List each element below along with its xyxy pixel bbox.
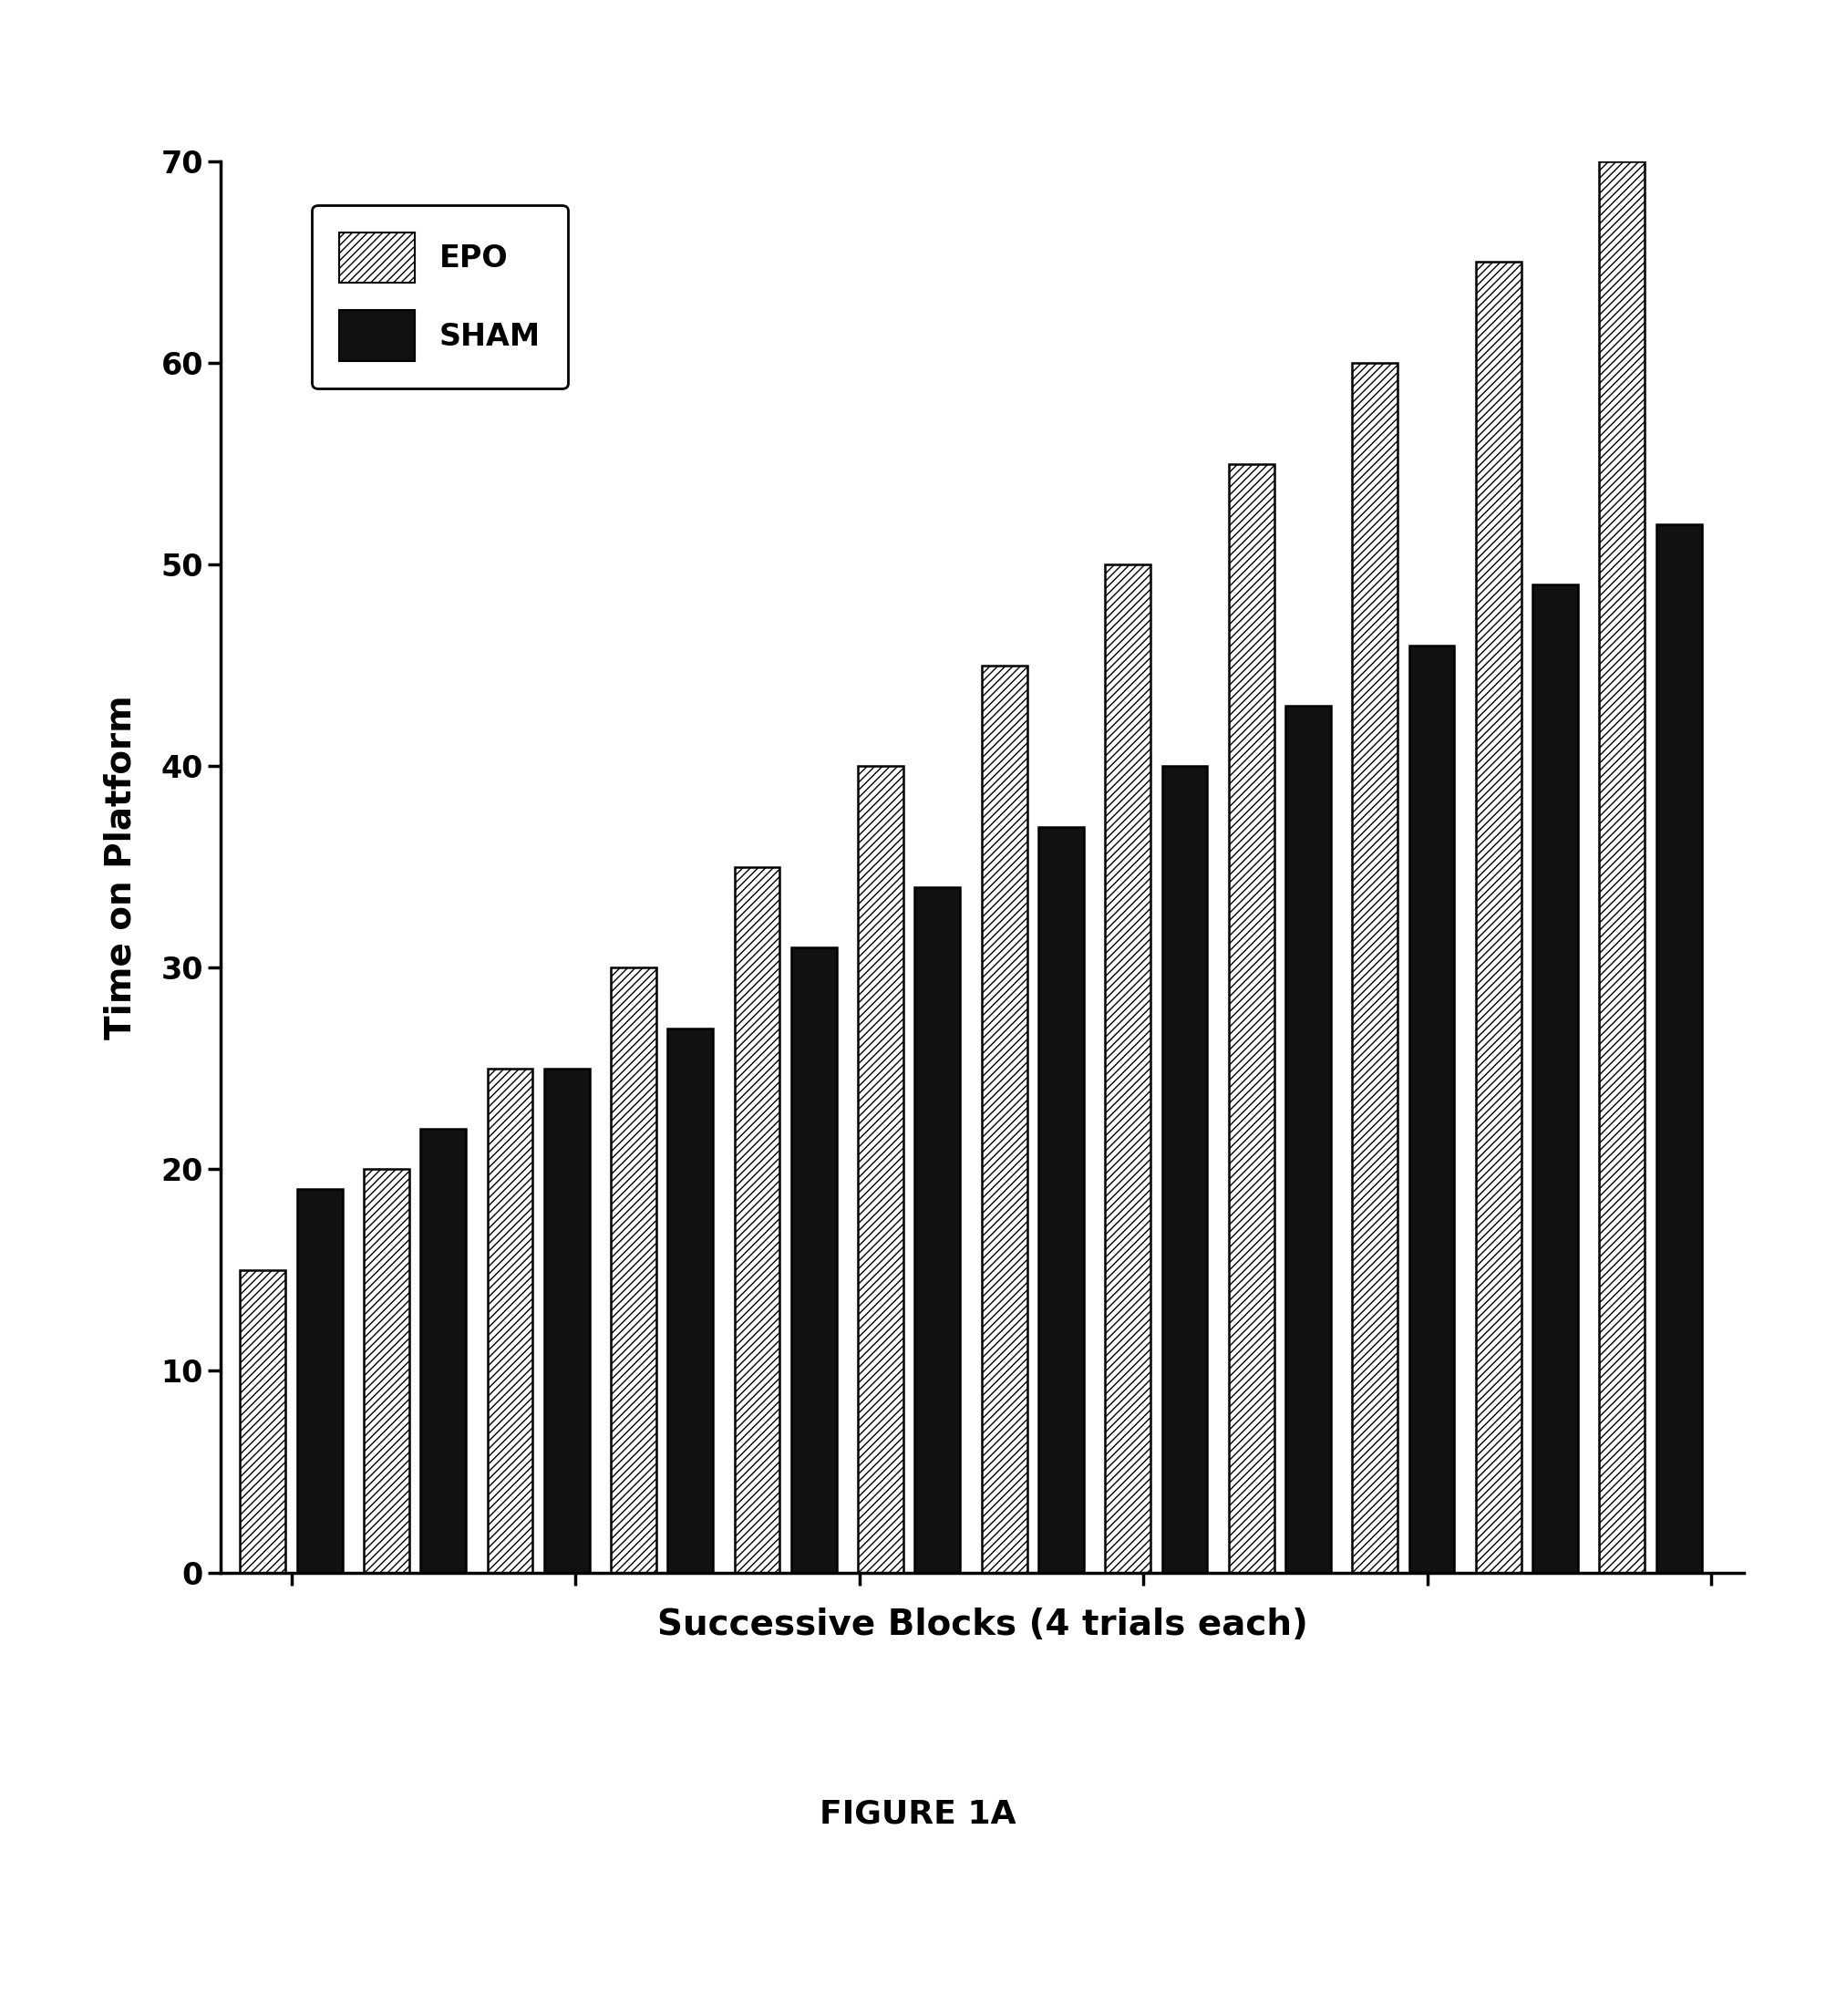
Bar: [1656, 524, 1702, 1572]
Bar: [297, 1189, 343, 1572]
Bar: [1476, 262, 1522, 1572]
Bar: [1105, 564, 1151, 1572]
X-axis label: Successive Blocks (4 trials each): Successive Blocks (4 trials each): [657, 1609, 1307, 1643]
Bar: [857, 766, 903, 1572]
Bar: [420, 1129, 466, 1572]
Bar: [241, 1270, 286, 1572]
Bar: [364, 1169, 409, 1572]
Y-axis label: Time on Platform: Time on Platform: [103, 696, 138, 1038]
Bar: [1353, 363, 1397, 1572]
Bar: [982, 665, 1026, 1572]
Bar: [1228, 464, 1274, 1572]
Legend: EPO, SHAM: EPO, SHAM: [312, 206, 567, 389]
Bar: [1533, 585, 1577, 1572]
Bar: [611, 968, 655, 1572]
Bar: [668, 1028, 712, 1572]
Bar: [1162, 766, 1208, 1572]
Bar: [1599, 161, 1645, 1572]
Bar: [1408, 645, 1454, 1572]
Bar: [791, 948, 837, 1572]
Bar: [734, 867, 780, 1572]
Bar: [1285, 706, 1331, 1572]
Bar: [1039, 827, 1083, 1572]
Bar: [487, 1068, 532, 1572]
Text: FIGURE 1A: FIGURE 1A: [819, 1798, 1017, 1831]
Bar: [543, 1068, 589, 1572]
Bar: [914, 887, 960, 1572]
